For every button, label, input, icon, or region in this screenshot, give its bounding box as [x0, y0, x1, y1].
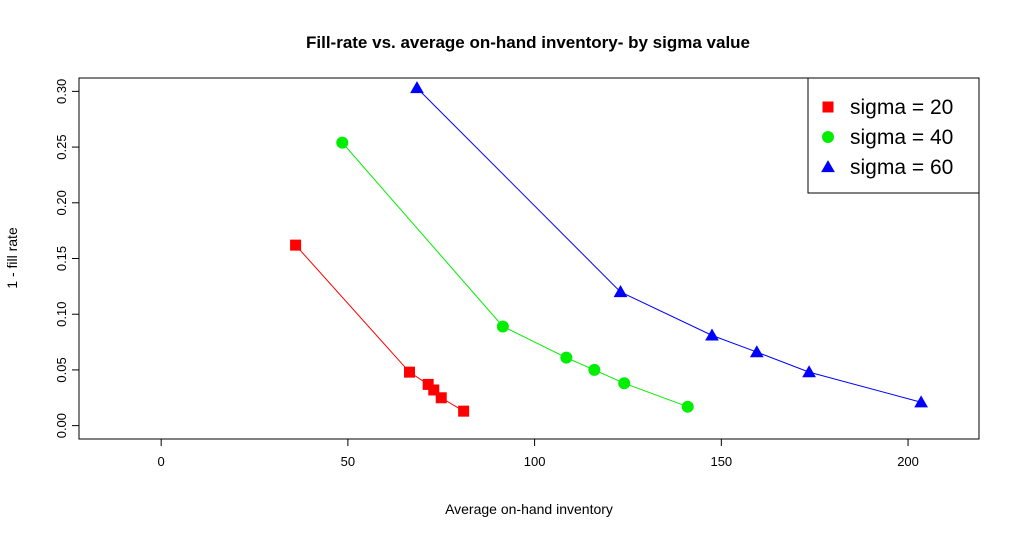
y-tick-label: 0.10 — [54, 302, 69, 327]
data-point-square — [428, 384, 440, 396]
series-line — [416, 87, 922, 403]
y-tick-label: 0.00 — [54, 413, 69, 438]
data-point-square — [422, 378, 434, 390]
x-tick-label: 200 — [897, 454, 919, 469]
legend-item: sigma = 20 — [822, 96, 953, 119]
data-point-square — [290, 239, 302, 251]
data-point-circle — [336, 136, 349, 149]
data-point-square — [403, 366, 415, 378]
data-point-square — [822, 101, 834, 113]
legend-item: sigma = 60 — [821, 156, 953, 179]
chart-title: Fill-rate vs. average on-hand inventory-… — [306, 33, 750, 52]
data-point-circle — [588, 363, 601, 376]
data-point-square — [435, 392, 447, 404]
legend-label: sigma = 60 — [850, 156, 953, 179]
data-point-circle — [560, 351, 573, 364]
y-tick-label: 0.20 — [54, 190, 69, 215]
y-tick-label: 0.15 — [54, 246, 69, 271]
data-point-triangle — [749, 345, 764, 358]
data-point-circle — [618, 377, 631, 390]
y-tick-label: 0.25 — [54, 134, 69, 159]
legend-label: sigma = 40 — [850, 126, 953, 149]
y-axis: 0.00 0.05 0.10 0.15 0.20 0.25 0.30 — [54, 79, 80, 438]
series-layer — [290, 81, 928, 417]
data-point-triangle — [613, 285, 628, 298]
y-tick-label: 0.05 — [54, 357, 69, 382]
y-tick-label: 0.30 — [54, 79, 69, 104]
data-point-circle — [496, 320, 509, 333]
series-1 — [290, 239, 470, 417]
x-axis: 0 50 100 150 200 — [158, 438, 919, 469]
legend: sigma = 20 sigma = 40 sigma = 60 — [807, 77, 980, 194]
legend-box — [807, 77, 980, 194]
data-point-triangle — [914, 395, 928, 408]
data-point-triangle — [705, 328, 719, 341]
series-2 — [336, 136, 694, 413]
x-tick-label: 100 — [524, 454, 546, 469]
data-point-square — [458, 405, 470, 417]
series-line — [341, 142, 688, 408]
x-axis-label: Average on-hand inventory — [445, 501, 613, 517]
data-point-circle — [822, 131, 834, 143]
legend-item: sigma = 40 — [822, 126, 953, 149]
data-point-circle — [681, 400, 694, 413]
y-axis-label: 1 - fill rate — [4, 227, 20, 289]
x-tick-label: 0 — [158, 454, 165, 469]
legend-label: sigma = 20 — [850, 96, 953, 119]
data-point-triangle — [821, 160, 835, 173]
data-point-triangle — [802, 365, 816, 378]
x-tick-label: 150 — [710, 454, 732, 469]
series-3 — [410, 81, 928, 408]
x-tick-label: 50 — [341, 454, 355, 469]
data-point-triangle — [410, 81, 424, 94]
